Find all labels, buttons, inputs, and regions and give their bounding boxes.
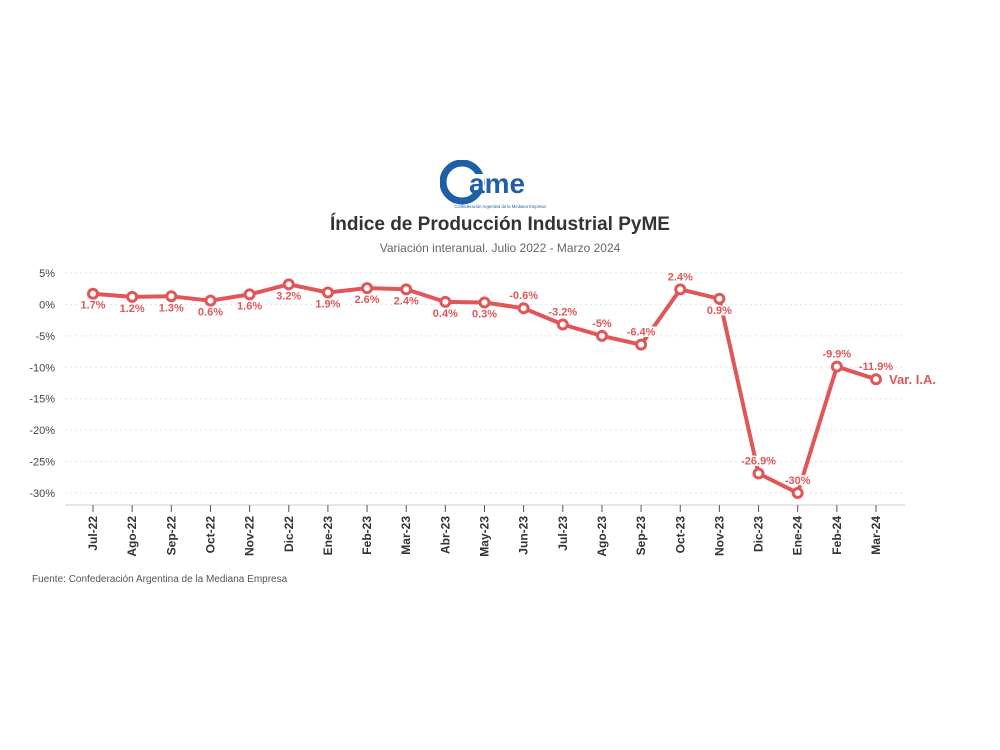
series-label: Var. I.A. — [889, 372, 936, 387]
data-point — [87, 287, 99, 300]
data-label: -5% — [592, 318, 612, 330]
data-point — [635, 338, 648, 351]
data-point — [165, 290, 178, 303]
data-label: -9.9% — [822, 349, 851, 361]
data-label: 3.2% — [276, 290, 301, 302]
data-point — [282, 278, 295, 291]
y-tick-label: -15% — [29, 394, 55, 406]
y-tick-label: -25% — [29, 457, 55, 469]
x-tick-label: Feb-24 — [830, 516, 844, 555]
data-label: 1.6% — [237, 300, 262, 312]
data-label: 0.4% — [433, 308, 458, 320]
y-tick-label: 0% — [39, 299, 55, 311]
x-tick-label: Dic-23 — [752, 516, 766, 552]
data-label: 2.6% — [355, 294, 380, 306]
data-point — [204, 294, 217, 307]
data-label: 1.9% — [315, 298, 340, 310]
data-label: -3.2% — [548, 307, 577, 319]
data-label: -26.9% — [741, 456, 776, 468]
x-tick-label: Ago-23 — [595, 516, 609, 557]
y-tick-label: 5% — [39, 268, 55, 280]
x-tick-label: Sep-22 — [164, 516, 178, 556]
data-point — [243, 288, 256, 301]
logo-wordmark: ame — [469, 168, 525, 199]
x-tick-label: Dic-22 — [282, 516, 296, 552]
data-point — [674, 283, 687, 296]
data-point — [713, 292, 726, 305]
data-point — [517, 302, 530, 315]
data-point — [478, 296, 491, 309]
data-label: 1.2% — [120, 303, 145, 315]
y-tick-label: -10% — [29, 362, 55, 374]
data-label: 2.4% — [668, 271, 693, 283]
chart-title: Índice de Producción Industrial PyME — [330, 214, 670, 235]
x-tick-label: Ago-22 — [125, 516, 139, 557]
y-tick-label: -20% — [29, 425, 55, 437]
chart-subtitle: Variación interanual. Julio 2022 - Marzo… — [379, 241, 621, 255]
x-tick-label: Oct-23 — [673, 516, 687, 554]
logo-tagline: Confederación Argentina de la Mediana Em… — [454, 204, 546, 209]
data-point — [400, 283, 413, 296]
data-label: -6.4% — [627, 327, 656, 339]
x-tick-label: May-23 — [478, 516, 492, 557]
x-tick-label: Sep-23 — [634, 516, 648, 556]
data-label: 1.7% — [80, 300, 105, 312]
x-tick-label: Jul-23 — [556, 516, 570, 551]
x-tick-label: Oct-22 — [203, 516, 217, 554]
source-note: Fuente: Confederación Argentina de la Me… — [32, 574, 288, 585]
data-point — [439, 295, 452, 308]
data-point — [321, 286, 334, 299]
y-tick-label: -5% — [35, 331, 55, 343]
data-label: -11.9% — [859, 361, 893, 373]
x-tick-label: Nov-23 — [712, 516, 726, 556]
x-tick-label: Ene-24 — [791, 516, 805, 556]
x-tick-label: Mar-24 — [869, 516, 883, 555]
y-tick-label: -30% — [29, 488, 55, 500]
data-label: 0.6% — [198, 307, 223, 319]
came-logo: ame Confederación Argentina de la Median… — [440, 160, 546, 209]
data-label: 2.4% — [394, 295, 419, 307]
data-label: -30% — [785, 475, 811, 487]
x-tick-label: Nov-22 — [243, 516, 257, 556]
x-tick-label: Feb-23 — [360, 516, 374, 555]
x-tick-label: Ene-23 — [321, 516, 335, 556]
data-label: 0.3% — [472, 309, 497, 321]
data-point — [791, 487, 804, 499]
data-label: -0.6% — [509, 290, 538, 302]
data-point — [870, 373, 882, 386]
data-point — [752, 467, 765, 480]
x-tick-label: Jun-23 — [517, 516, 531, 555]
x-tick-label: Mar-23 — [399, 516, 413, 555]
data-label: 0.9% — [707, 305, 732, 317]
x-tick-label: Abr-23 — [438, 516, 452, 554]
data-point — [830, 360, 843, 373]
x-tick-label: Jul-22 — [86, 516, 100, 551]
data-point — [126, 290, 139, 303]
data-label: 1.3% — [159, 302, 184, 314]
data-point — [556, 318, 569, 331]
data-point — [361, 282, 374, 295]
data-point — [595, 329, 608, 342]
